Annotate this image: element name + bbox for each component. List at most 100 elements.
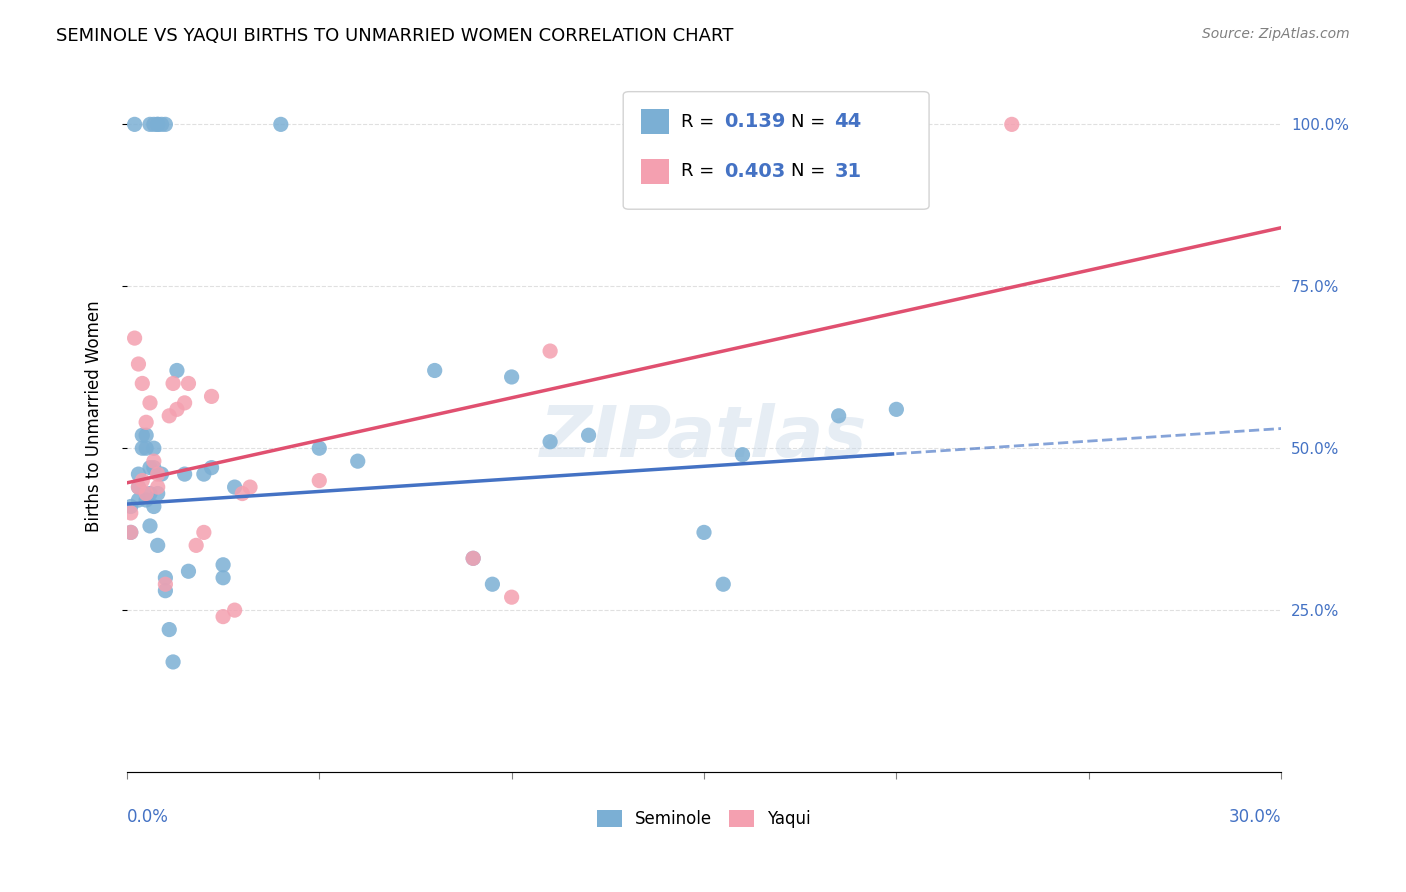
Point (139, 486, 162, 500)
Text: 0.403: 0.403 (724, 162, 785, 181)
Point (501, 370, 523, 384)
Bar (641, 160, 669, 185)
Text: 0.0%: 0.0% (127, 807, 169, 826)
Point (142, 500, 165, 514)
Y-axis label: Births to Unmarried Women: Births to Unmarried Women (86, 300, 103, 532)
Point (127, 357, 149, 371)
Point (212, 609, 235, 624)
Point (177, 376, 200, 391)
Point (212, 571, 235, 585)
Point (120, 506, 142, 520)
Point (827, 409, 849, 423)
Point (173, 396, 195, 410)
Point (231, 486, 253, 500)
Text: N =: N = (790, 162, 831, 180)
Point (173, 467, 195, 482)
Point (157, 409, 180, 423)
Point (481, 577, 503, 591)
Point (155, 583, 177, 598)
Point (200, 389, 222, 403)
Point (501, 590, 523, 604)
Point (538, 434, 561, 449)
Bar (641, 110, 669, 135)
Point (146, 117, 169, 131)
Point (146, 480, 169, 494)
Point (157, 623, 180, 637)
Point (146, 467, 169, 482)
Point (239, 480, 262, 494)
Point (463, 551, 485, 566)
Point (1001, 117, 1024, 131)
Point (135, 441, 157, 455)
Text: R =: R = (681, 112, 720, 130)
Point (346, 454, 368, 468)
Point (124, 331, 146, 345)
Point (193, 525, 215, 540)
Point (162, 655, 184, 669)
Text: ZIPatlas: ZIPatlas (540, 402, 868, 472)
Legend: Seminole, Yaqui: Seminole, Yaqui (591, 804, 818, 835)
Point (463, 551, 485, 566)
Point (224, 480, 246, 494)
Point (224, 603, 246, 617)
Point (135, 493, 157, 508)
Point (135, 428, 157, 442)
FancyBboxPatch shape (623, 92, 929, 210)
Point (127, 480, 149, 494)
Point (139, 519, 162, 533)
Point (142, 454, 165, 468)
Point (308, 441, 330, 455)
Text: SEMINOLE VS YAQUI BIRTHS TO UNMARRIED WOMEN CORRELATION CHART: SEMINOLE VS YAQUI BIRTHS TO UNMARRIED WO… (56, 27, 734, 45)
Point (693, 525, 716, 540)
Text: R =: R = (681, 162, 720, 180)
Point (127, 467, 149, 482)
Point (120, 500, 142, 514)
Point (193, 467, 215, 482)
Point (186, 538, 208, 552)
Point (139, 117, 162, 131)
Point (146, 486, 169, 500)
Point (146, 538, 169, 552)
Point (155, 571, 177, 585)
Point (142, 460, 165, 475)
Text: 31: 31 (834, 162, 862, 181)
Point (131, 441, 153, 455)
Point (131, 428, 153, 442)
Text: 44: 44 (834, 112, 862, 131)
Point (142, 117, 165, 131)
Point (135, 486, 157, 500)
Text: N =: N = (790, 112, 831, 130)
Point (200, 460, 222, 475)
Point (131, 376, 153, 391)
Point (711, 577, 734, 591)
Point (120, 525, 142, 540)
Point (423, 363, 446, 377)
Point (135, 415, 157, 429)
Point (120, 525, 142, 540)
Text: 30.0%: 30.0% (1229, 807, 1281, 826)
Point (162, 376, 184, 391)
Point (578, 428, 600, 442)
Point (166, 363, 188, 377)
Point (150, 467, 173, 482)
Point (146, 117, 169, 131)
Point (212, 558, 235, 572)
Text: 0.139: 0.139 (724, 112, 785, 131)
Point (142, 441, 165, 455)
Point (139, 460, 162, 475)
Point (538, 344, 561, 359)
Point (127, 480, 149, 494)
Point (886, 402, 908, 417)
Point (155, 577, 177, 591)
Point (139, 396, 162, 410)
Point (270, 117, 292, 131)
Point (155, 117, 177, 131)
Point (731, 448, 754, 462)
Point (124, 117, 146, 131)
Point (127, 493, 149, 508)
Text: Source: ZipAtlas.com: Source: ZipAtlas.com (1202, 27, 1350, 41)
Point (177, 564, 200, 578)
Point (150, 117, 173, 131)
Point (308, 474, 330, 488)
Point (166, 402, 188, 417)
